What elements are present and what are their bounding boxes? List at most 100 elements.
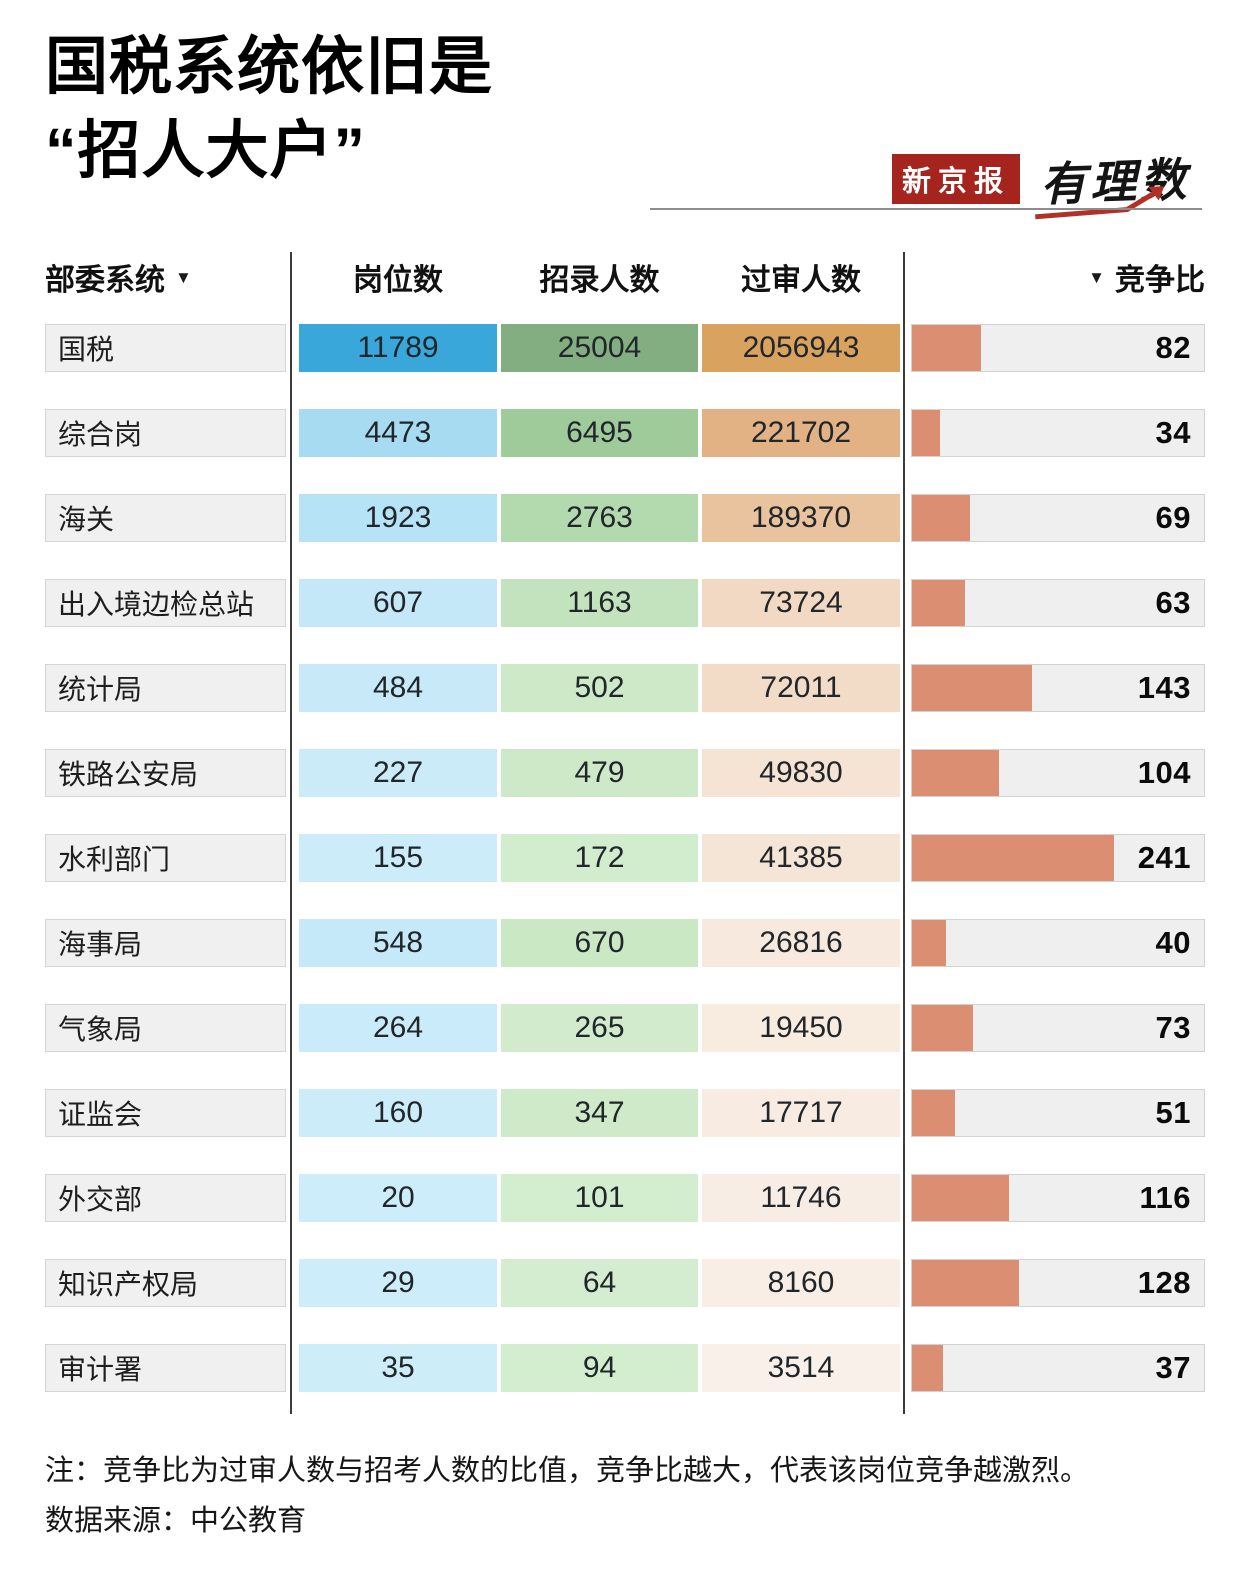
row-ratio-bar: 82 — [911, 324, 1205, 372]
row-approved-value: 72011 — [702, 664, 900, 712]
row-recruits-value: 2763 — [501, 494, 698, 542]
ratio-bar-fill — [912, 1345, 943, 1391]
row-recruits-value: 25004 — [501, 324, 698, 372]
row-ratio-bar: 128 — [911, 1259, 1205, 1307]
ratio-value: 63 — [1155, 585, 1191, 620]
table-row: 证监会 160 347 17717 51 — [45, 1089, 1205, 1137]
row-approved-value: 41385 — [702, 834, 900, 882]
row-ratio-bar: 51 — [911, 1089, 1205, 1137]
row-ratio-bar: 37 — [911, 1344, 1205, 1392]
row-system-name: 海关 — [45, 494, 286, 542]
publisher-logos: 新京报 有理数 — [891, 143, 1195, 220]
row-recruits-value: 670 — [501, 919, 698, 967]
title-line-1: 国税系统依旧是 — [45, 32, 493, 102]
row-approved-value: 49830 — [702, 749, 900, 797]
ratio-bar-fill — [912, 1005, 974, 1051]
table-row: 铁路公安局 227 479 49830 104 — [45, 749, 1205, 797]
row-recruits-value: 94 — [501, 1344, 698, 1392]
footnotes: 注：竞争比为过审人数与招考人数的比值，竞争比越大，代表该岗位竞争越激烈。 数据来… — [45, 1446, 1089, 1547]
ratio-bar-fill — [912, 1175, 1009, 1221]
row-positions-value: 29 — [299, 1259, 497, 1307]
ratio-value: 69 — [1155, 500, 1191, 535]
row-approved-value: 17717 — [702, 1089, 900, 1137]
row-approved-value: 3514 — [702, 1344, 900, 1392]
ratio-bar-fill — [912, 495, 970, 541]
row-approved-value: 26816 — [702, 919, 900, 967]
row-system-name: 水利部门 — [45, 834, 286, 882]
row-positions-value: 4473 — [299, 409, 497, 457]
table-row: 气象局 264 265 19450 73 — [45, 1004, 1205, 1052]
row-positions-value: 1923 — [299, 494, 497, 542]
row-positions-value: 264 — [299, 1004, 497, 1052]
row-ratio-bar: 73 — [911, 1004, 1205, 1052]
header-ratio: ▼ 竞争比 — [1088, 264, 1205, 297]
row-positions-value: 484 — [299, 664, 497, 712]
row-system-name: 综合岗 — [45, 409, 286, 457]
note-definition: 注：竞争比为过审人数与招考人数的比值，竞争比越大，代表该岗位竞争越激烈。 — [45, 1455, 1090, 1487]
ratio-value: 128 — [1137, 1265, 1191, 1300]
row-positions-value: 11789 — [299, 324, 497, 372]
ratio-value: 37 — [1155, 1350, 1191, 1385]
row-recruits-value: 6495 — [501, 409, 698, 457]
row-approved-value: 8160 — [702, 1259, 900, 1307]
row-system-name: 外交部 — [45, 1174, 286, 1222]
table-row: 海事局 548 670 26816 40 — [45, 919, 1205, 967]
ratio-value: 34 — [1155, 415, 1191, 450]
trend-arrow-icon — [1035, 186, 1165, 220]
row-positions-value: 155 — [299, 834, 497, 882]
row-system-name: 气象局 — [45, 1004, 286, 1052]
ratio-value: 40 — [1155, 925, 1191, 960]
ratio-bar-fill — [912, 1090, 955, 1136]
row-system-name: 统计局 — [45, 664, 286, 712]
row-approved-value: 221702 — [702, 409, 900, 457]
row-ratio-bar: 104 — [911, 749, 1205, 797]
ratio-bar-fill — [912, 1260, 1020, 1306]
row-ratio-bar: 63 — [911, 579, 1205, 627]
header-divider-line — [650, 208, 1202, 210]
page-title: 国税系统依旧是 “招人大户” — [45, 26, 493, 194]
row-recruits-value: 172 — [501, 834, 698, 882]
row-recruits-value: 502 — [501, 664, 698, 712]
row-system-name: 证监会 — [45, 1089, 286, 1137]
vertical-divider-left — [290, 252, 292, 1414]
row-ratio-bar: 69 — [911, 494, 1205, 542]
ratio-value: 241 — [1137, 840, 1191, 875]
row-positions-value: 227 — [299, 749, 497, 797]
data-table: 部委系统 ▼ 岗位数 招录人数 过审人数 ▼ 竞争比 国税 11789 2500… — [45, 252, 1205, 1429]
ratio-bar-fill — [912, 410, 941, 456]
youlishu-logo: 有理数 — [1035, 143, 1195, 220]
row-approved-value: 19450 — [702, 1004, 900, 1052]
row-system-name: 铁路公安局 — [45, 749, 286, 797]
ratio-value: 116 — [1139, 1180, 1191, 1215]
row-positions-value: 20 — [299, 1174, 497, 1222]
table-row: 国税 11789 25004 2056943 82 — [45, 324, 1205, 372]
row-ratio-bar: 241 — [911, 834, 1205, 882]
row-approved-value: 189370 — [702, 494, 900, 542]
ratio-bar-fill — [912, 665, 1032, 711]
table-row: 水利部门 155 172 41385 241 — [45, 834, 1205, 882]
row-recruits-value: 265 — [501, 1004, 698, 1052]
table-body: 国税 11789 25004 2056943 82 综合岗 4473 6495 … — [45, 324, 1205, 1392]
row-recruits-value: 347 — [501, 1089, 698, 1137]
row-ratio-bar: 40 — [911, 919, 1205, 967]
table-row: 统计局 484 502 72011 143 — [45, 664, 1205, 712]
row-recruits-value: 101 — [501, 1174, 698, 1222]
title-line-2: “招人大户” — [45, 115, 366, 186]
row-positions-value: 35 — [299, 1344, 497, 1392]
header-positions: 岗位数 — [353, 264, 443, 297]
header-approved: 过审人数 — [741, 264, 861, 297]
row-approved-value: 2056943 — [702, 324, 900, 372]
sort-down-icon: ▼ — [1088, 267, 1105, 287]
row-ratio-bar: 34 — [911, 409, 1205, 457]
ratio-value: 73 — [1155, 1010, 1191, 1045]
row-ratio-bar: 143 — [911, 664, 1205, 712]
table-row: 审计署 35 94 3514 37 — [45, 1344, 1205, 1392]
ratio-bar-fill — [912, 920, 946, 966]
table-row: 出入境边检总站 607 1163 73724 63 — [45, 579, 1205, 627]
ratio-bar-fill — [912, 580, 965, 626]
ratio-value: 143 — [1137, 670, 1191, 705]
row-positions-value: 548 — [299, 919, 497, 967]
ratio-bar-fill — [912, 325, 981, 371]
row-positions-value: 160 — [299, 1089, 497, 1137]
